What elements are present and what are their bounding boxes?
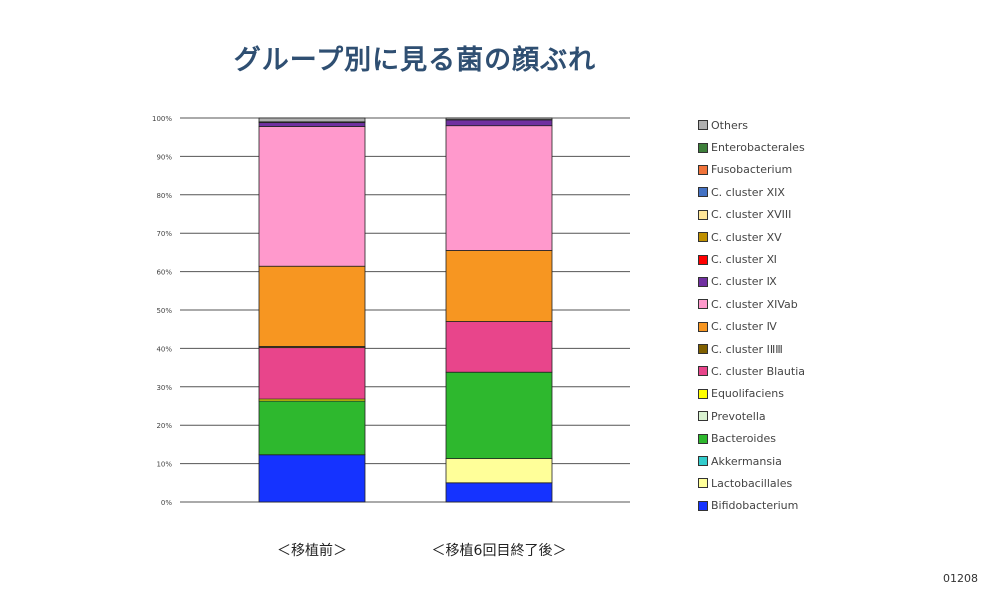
legend-label: Prevotella [711,409,766,423]
legend-label: Others [711,118,748,132]
legend-item: C. cluster Ⅳ [698,316,898,338]
legend-item: Equolifaciens [698,383,898,405]
legend-swatch [698,478,708,489]
bar-segment-lactobacillales-1 [445,458,553,484]
y-tick-label: 50% [156,307,172,315]
legend-label: Lactobacillales [711,476,793,490]
legend-item: Others [698,114,898,136]
legend-label: C. cluster Ⅺ [711,253,777,267]
category-label-post-transplant: ＜移植6回目終了後＞ [431,543,567,559]
legend-swatch [698,344,708,355]
legend-swatch [698,433,708,444]
legend-swatch [698,187,708,198]
y-tick-label: 40% [156,345,172,353]
bar-segment-bacteroides-1 [445,371,553,460]
legend-label: C. cluster XV [711,230,782,244]
category-label-pre-transplant: ＜移植前＞ [277,543,347,559]
legend-item: Akkermansia [698,450,898,472]
bar-segment-others-0 [258,117,366,123]
legend-swatch [698,299,708,310]
legend-swatch [698,142,708,153]
y-tick-label: 100% [152,115,172,123]
legend-label: Bifidobacterium [711,499,799,513]
y-tick-label: 70% [156,230,172,238]
bar-segment-c-cluster-1 [445,119,553,127]
legend-item: Bifidobacterium [698,495,898,517]
bar-segment-bifidobacterium-1 [445,482,553,503]
legend-label: C. cluster Blautia [711,364,806,378]
legend-swatch [698,120,708,131]
legend-item: C. cluster ⅠⅡⅢ [698,338,898,360]
bar-segment-bifidobacterium-0 [258,454,366,503]
legend-label: Equolifaciens [711,387,784,401]
bar-segment-others-1 [445,117,553,120]
legend-item: Enterobacterales [698,136,898,158]
legend-swatch [698,321,708,332]
slide-number: 01208 [943,572,978,585]
legend-label: Enterobacterales [711,141,805,155]
legend-label: C. cluster Ⅳ [711,320,777,334]
legend-label: C. cluster XIX [711,185,785,199]
bar-segment-c-cluster-xivab-0 [258,126,366,267]
legend-label: C. cluster ⅠⅡⅢ [711,342,783,356]
legend-label: C. cluster XIVab [711,297,798,311]
legend-label: Akkermansia [711,454,782,468]
legend-swatch [698,276,708,287]
y-tick-label: 90% [156,153,172,161]
legend-item: Prevotella [698,405,898,427]
legend-swatch [698,456,708,467]
bar-segment-c-cluster-0 [258,265,366,347]
legend-item: C. cluster XVIII [698,204,898,226]
legend-swatch [698,500,708,511]
y-tick-label: 0% [161,499,172,507]
bar-segment-bacteroides-0 [258,400,366,456]
legend-label: C. cluster Ⅸ [711,275,777,289]
y-tick-label: 20% [156,422,172,430]
legend-item: C. cluster Ⅸ [698,271,898,293]
legend-swatch [698,411,708,422]
legend-item: C. cluster XV [698,226,898,248]
legend-label: C. cluster XVIII [711,208,792,222]
page-title: グループ別に見る菌の顔ぶれ [233,45,597,76]
legend-swatch [698,164,708,175]
y-tick-label: 80% [156,192,172,200]
y-tick-label: 30% [156,384,172,392]
legend-swatch [698,366,708,377]
y-tick-label: 10% [156,461,172,469]
legend-swatch [698,388,708,399]
legend-item: C. cluster Ⅺ [698,248,898,270]
bar-segment-c-cluster-blautia-0 [258,347,366,400]
chart-legend: Others Enterobacterales Fusobacterium C. cl… [698,114,898,517]
legend-swatch [698,209,708,220]
legend-label: Bacteroides [711,432,776,446]
legend-item: Fusobacterium [698,159,898,181]
bar-segment-c-cluster-1 [445,250,553,322]
legend-item: Lactobacillales [698,472,898,494]
y-tick-label: 60% [156,269,172,277]
legend-item: C. cluster XIVab [698,293,898,315]
bar-segment-c-cluster-0 [258,122,366,127]
legend-item: Bacteroides [698,427,898,449]
legend-item: C. cluster XIX [698,181,898,203]
bar-segment-c-cluster-blautia-1 [445,321,553,373]
legend-swatch [698,232,708,243]
legend-item: C. cluster Blautia [698,360,898,382]
legend-swatch [698,254,708,265]
bar-segment-c-cluster-xivab-1 [445,125,553,251]
legend-label: Fusobacterium [711,163,793,177]
